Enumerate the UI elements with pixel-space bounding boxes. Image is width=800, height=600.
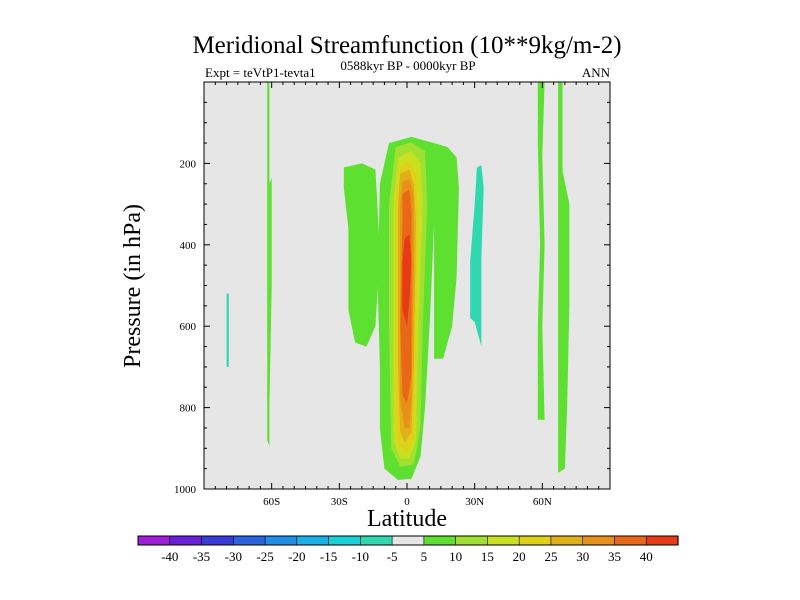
colorbar-label: 25 [544,549,557,564]
left-subtitle: Expt = teVtP1-tevta1 [205,65,316,80]
colorbar-swatch [201,535,234,546]
contour-strip-60N-positive-level-5 [537,82,545,420]
y-axis-label: Pressure (in hPa) [120,204,146,368]
colorbar-label: 40 [640,549,653,564]
contour-negative-cell-30N-level--5 [470,165,484,347]
colorbar-swatch [391,535,425,546]
x-tick-label: 60S [263,496,280,508]
contour-tropical-positive-cell-level-40 [402,234,412,327]
x-tick-label: 30N [465,496,484,508]
x-tick-label: 30S [331,496,348,508]
colorbar-label: -40 [161,549,178,564]
colorbar-label: -35 [193,549,210,564]
contour-regions [226,82,570,480]
colorbar-label: 30 [576,549,589,564]
contour-strip-80S-negative-level--5 [226,293,229,367]
colorbar-frame [137,535,679,546]
colorbar-swatch [550,535,584,546]
colorbar-label: 20 [513,549,526,564]
y-tick-label: 600 [180,321,197,333]
x-tick-label: 60N [533,496,552,508]
center-subtitle: 0588kyr BP - 0000kyr BP [340,58,475,73]
y-tick-label: 800 [180,403,197,415]
colorbar-label: -15 [320,549,337,564]
colorbar-swatch [455,535,489,546]
colorbar-swatch [169,535,203,546]
x-axis-label: Latitude [367,506,447,532]
colorbar-swatch [582,535,616,546]
colorbar-swatch [487,535,520,546]
contour-strip-70N-positive-level-5 [558,82,570,473]
contour-southern-shoulder-level-5 [343,163,380,347]
colorbar-label: 35 [608,549,621,564]
colorbar-label: -25 [256,549,273,564]
colorbar-swatch [645,535,679,546]
colorbar-swatch [137,535,171,546]
colorbar-swatch [360,535,393,546]
y-tick-label: 400 [180,240,197,252]
contour-northern-shoulder-level-5 [434,143,459,359]
colorbar-swatch [264,535,298,546]
colorbar-swatch [328,535,361,546]
colorbar-swatch [518,535,552,546]
colorbar: -40 -35 -30 -25 -20 -15 -10 -5 5 10 15 20 25 30 35 40 [137,535,679,564]
colorbar-swatch [296,535,330,546]
chart-title: Meridional Streamfunction (10**9kg/m-2) [192,32,621,59]
colorbar-label: 15 [481,549,494,564]
x-tick-label: 0 [404,496,410,508]
colorbar-label: -20 [288,549,305,564]
y-tick-label: 1000 [174,484,197,496]
contour-strip-60S-positive-level-5 [267,82,272,447]
right-subtitle: ANN [582,65,611,80]
colorbar-label: -30 [225,549,242,564]
colorbar-label: -10 [352,549,369,564]
y-tick-label: 200 [180,158,197,170]
colorbar-label: 10 [449,549,462,564]
axis-tick-labels: 60S 30S 0 30N 60N 200 400 600 800 1000 [174,158,552,508]
colorbar-label: 5 [421,549,428,564]
axis-ticks [203,81,611,490]
colorbar-swatch [232,535,266,546]
colorbar-swatch [423,535,457,546]
colorbar-label: -5 [387,549,398,564]
colorbar-swatch [614,535,647,546]
